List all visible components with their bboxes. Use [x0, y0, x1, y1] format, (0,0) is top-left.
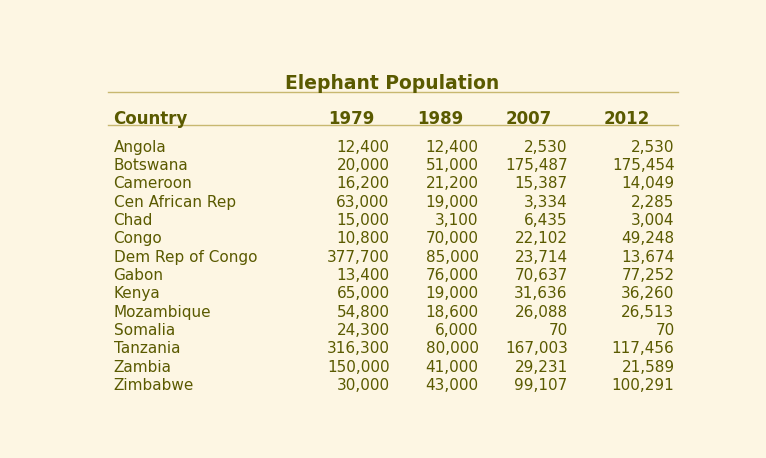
- Text: 54,800: 54,800: [336, 305, 390, 320]
- Text: 21,200: 21,200: [426, 176, 479, 191]
- Text: 70,637: 70,637: [515, 268, 568, 283]
- Text: 13,400: 13,400: [336, 268, 390, 283]
- Text: 6,435: 6,435: [524, 213, 568, 228]
- Text: 117,456: 117,456: [612, 341, 675, 356]
- Text: 10,800: 10,800: [336, 231, 390, 246]
- Text: 29,231: 29,231: [515, 360, 568, 375]
- Text: 21,589: 21,589: [621, 360, 675, 375]
- Text: 3,004: 3,004: [631, 213, 675, 228]
- Text: 3,334: 3,334: [524, 195, 568, 210]
- Text: 6,000: 6,000: [435, 323, 479, 338]
- Text: 76,000: 76,000: [426, 268, 479, 283]
- Text: 15,000: 15,000: [336, 213, 390, 228]
- Text: Elephant Population: Elephant Population: [286, 74, 499, 93]
- Text: 100,291: 100,291: [612, 378, 675, 393]
- Text: 1989: 1989: [417, 109, 463, 128]
- Text: 26,088: 26,088: [515, 305, 568, 320]
- Text: 36,260: 36,260: [621, 286, 675, 301]
- Text: 24,300: 24,300: [336, 323, 390, 338]
- Text: Chad: Chad: [113, 213, 153, 228]
- Text: 12,400: 12,400: [426, 140, 479, 155]
- Text: 70: 70: [655, 323, 675, 338]
- Text: Congo: Congo: [113, 231, 162, 246]
- Text: Botswana: Botswana: [113, 158, 188, 173]
- Text: 26,513: 26,513: [621, 305, 675, 320]
- Text: 22,102: 22,102: [515, 231, 568, 246]
- Text: 49,248: 49,248: [621, 231, 675, 246]
- Text: 43,000: 43,000: [426, 378, 479, 393]
- Text: 175,454: 175,454: [612, 158, 675, 173]
- Text: 41,000: 41,000: [426, 360, 479, 375]
- Text: 3,100: 3,100: [435, 213, 479, 228]
- Text: Country: Country: [113, 109, 188, 128]
- Text: 85,000: 85,000: [426, 250, 479, 265]
- Text: 2,530: 2,530: [524, 140, 568, 155]
- Text: 19,000: 19,000: [426, 286, 479, 301]
- Text: 2012: 2012: [604, 109, 650, 128]
- Text: Mozambique: Mozambique: [113, 305, 211, 320]
- Text: 1979: 1979: [328, 109, 375, 128]
- Text: 99,107: 99,107: [515, 378, 568, 393]
- Text: 18,600: 18,600: [426, 305, 479, 320]
- Text: 70: 70: [548, 323, 568, 338]
- Text: 80,000: 80,000: [426, 341, 479, 356]
- Text: 51,000: 51,000: [426, 158, 479, 173]
- Text: Kenya: Kenya: [113, 286, 160, 301]
- Text: 70,000: 70,000: [426, 231, 479, 246]
- Text: 20,000: 20,000: [336, 158, 390, 173]
- Text: 77,252: 77,252: [621, 268, 675, 283]
- Text: Zimbabwe: Zimbabwe: [113, 378, 194, 393]
- Text: 14,049: 14,049: [621, 176, 675, 191]
- Text: 316,300: 316,300: [326, 341, 390, 356]
- Text: 167,003: 167,003: [505, 341, 568, 356]
- Text: 65,000: 65,000: [336, 286, 390, 301]
- Text: 31,636: 31,636: [514, 286, 568, 301]
- Text: Gabon: Gabon: [113, 268, 164, 283]
- Text: 2,285: 2,285: [631, 195, 675, 210]
- Text: 15,387: 15,387: [515, 176, 568, 191]
- Text: Dem Rep of Congo: Dem Rep of Congo: [113, 250, 257, 265]
- Text: 12,400: 12,400: [336, 140, 390, 155]
- Text: 175,487: 175,487: [505, 158, 568, 173]
- Text: Zambia: Zambia: [113, 360, 172, 375]
- Text: 16,200: 16,200: [336, 176, 390, 191]
- Text: 150,000: 150,000: [327, 360, 390, 375]
- Text: 377,700: 377,700: [327, 250, 390, 265]
- Text: 13,674: 13,674: [621, 250, 675, 265]
- Text: Angola: Angola: [113, 140, 166, 155]
- Text: 63,000: 63,000: [336, 195, 390, 210]
- Text: Tanzania: Tanzania: [113, 341, 180, 356]
- Text: Cen African Rep: Cen African Rep: [113, 195, 236, 210]
- Text: 19,000: 19,000: [426, 195, 479, 210]
- Text: 23,714: 23,714: [515, 250, 568, 265]
- Text: 2,530: 2,530: [631, 140, 675, 155]
- Text: 2007: 2007: [506, 109, 552, 128]
- Text: Cameroon: Cameroon: [113, 176, 192, 191]
- Text: 30,000: 30,000: [336, 378, 390, 393]
- Text: Somalia: Somalia: [113, 323, 175, 338]
